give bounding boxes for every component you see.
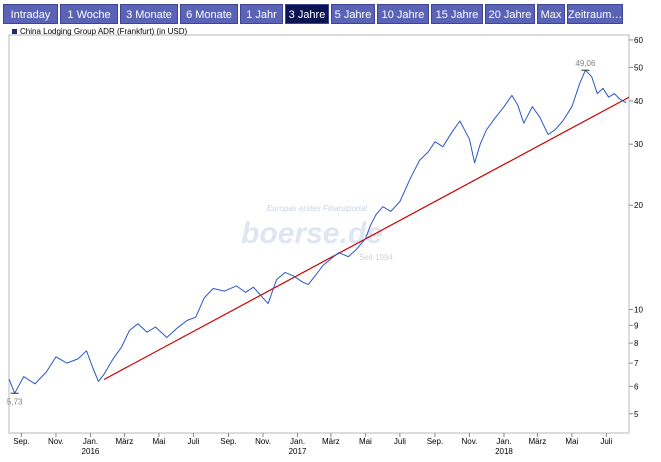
tab-10-jahre[interactable]: 10 Jahre (377, 4, 429, 24)
y-tick-label: 20 (634, 201, 643, 210)
y-tick-label: 7 (634, 359, 639, 368)
x-tick-label: März (528, 437, 546, 446)
y-tick-label: 40 (634, 97, 643, 106)
tab-3-jahre[interactable]: 3 Jahre (285, 4, 329, 24)
max-value-label: 49,06 (575, 59, 596, 68)
tab-1-jahr[interactable]: 1 Jahr (240, 4, 283, 24)
y-tick-label: 50 (634, 63, 643, 72)
x-tick-label: Mai (359, 437, 372, 446)
x-tick-label: Nov. (48, 437, 64, 446)
x-tick-label: Nov. (462, 437, 478, 446)
x-year-label: 2017 (289, 447, 307, 456)
tab-3-monate[interactable]: 3 Monate (120, 4, 178, 24)
price-line (8, 69, 627, 394)
watermark-logo: boerse.de (241, 217, 383, 250)
y-tick-label: 5 (634, 410, 639, 419)
y-tick-label: 60 (634, 36, 643, 45)
x-year-label: 2016 (82, 447, 100, 456)
legend-label: China Lodging Group ADR (Frankfurt) (in … (20, 28, 188, 36)
x-tick-label: März (116, 437, 134, 446)
y-tick-label: 6 (634, 382, 639, 391)
y-tick-label: 9 (634, 321, 639, 330)
x-tick-label: Juli (600, 437, 612, 446)
x-tick-label: Nov. (255, 437, 271, 446)
tab-5-jahre[interactable]: 5 Jahre (331, 4, 375, 24)
tab-max[interactable]: Max (537, 4, 565, 24)
price-chart: China Lodging Group ADR (Frankfurt) (in … (7, 28, 644, 456)
x-tick-label: Sep. (13, 437, 29, 446)
tab-20-jahre[interactable]: 20 Jahre (485, 4, 535, 24)
watermark-since: Seit 1994 (359, 253, 393, 262)
y-tick-label: 10 (634, 305, 643, 314)
x-tick-label: Jan. (290, 437, 305, 446)
x-tick-label: Mai (152, 437, 165, 446)
y-tick-label: 8 (634, 339, 639, 348)
tab-15-jahre[interactable]: 15 Jahre (431, 4, 483, 24)
tab-zeitraum[interactable]: Zeitraum… (567, 4, 623, 24)
legend-swatch (12, 29, 17, 34)
x-tick-label: Sep. (427, 437, 443, 446)
x-tick-label: Sep. (220, 437, 236, 446)
x-tick-label: Juli (394, 437, 406, 446)
trendline (103, 96, 630, 381)
tab-1-woche[interactable]: 1 Woche (60, 4, 118, 24)
x-tick-label: Mai (565, 437, 578, 446)
x-tick-label: Jan. (83, 437, 98, 446)
x-year-label: 2018 (495, 447, 513, 456)
tab-6-monate[interactable]: 6 Monate (180, 4, 238, 24)
plot-frame (8, 34, 630, 434)
min-value-label: 5,73 (7, 397, 23, 406)
tab-intraday[interactable]: Intraday (3, 4, 58, 24)
watermark-tagline: Europas erstes Finanzportal (267, 204, 367, 213)
x-tick-label: Jan. (496, 437, 511, 446)
period-tab-bar: Intraday 1 Woche 3 Monate 6 Monate 1 Jahr 3 J… (3, 4, 659, 24)
x-tick-label: Juli (187, 437, 199, 446)
y-tick-label: 30 (634, 140, 643, 149)
x-tick-label: März (322, 437, 340, 446)
